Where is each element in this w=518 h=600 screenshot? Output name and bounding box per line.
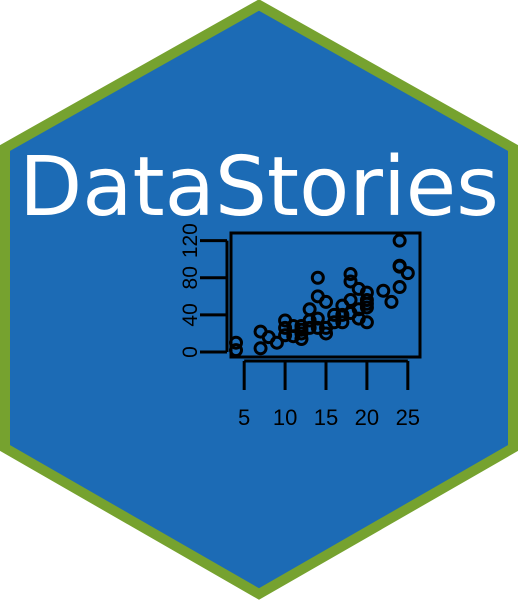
y-tick-label: 80 [179,266,202,289]
data-point [392,258,407,273]
data-point [327,315,342,330]
x-tick-label: 15 [314,405,338,430]
data-point [359,293,374,308]
data-point [269,335,284,350]
logo-title: DataStories [19,140,499,235]
y-tick-label: 120 [179,223,202,258]
data-point [310,311,325,326]
data-point [278,320,293,335]
data-point [335,307,350,322]
data-point [384,294,399,309]
data-point [392,233,407,248]
data-point [359,285,374,300]
y-tick-label: 0 [179,346,202,358]
data-point [294,332,309,347]
data-point [343,274,358,289]
scatter-plot: 5 10 15 20 25 0 40 80 120 [179,223,422,430]
data-point [335,315,350,330]
data-point [229,343,243,358]
data-point [376,283,391,298]
data-point [278,328,293,343]
x-tick-label: 25 [396,405,420,430]
data-point [343,293,358,308]
y-tick-label: 40 [179,303,202,326]
plot-frame [229,231,422,359]
data-point [343,267,358,282]
data-point [319,294,333,309]
data-point [400,266,415,281]
data-point [310,270,325,285]
x-tick-label: 10 [273,405,297,430]
x-tick-label: 5 [238,405,250,430]
data-point [327,307,342,322]
data-point [319,326,333,341]
data-point [359,315,374,330]
data-point [253,341,268,356]
data-point [229,335,243,350]
data-point [302,320,317,335]
data-point [392,280,407,295]
data-point [302,302,317,317]
x-tick-label: 20 [355,405,379,430]
